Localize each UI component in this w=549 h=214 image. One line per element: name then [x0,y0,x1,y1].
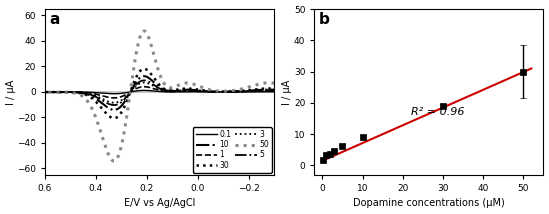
X-axis label: E/V vs Ag/AgCl: E/V vs Ag/AgCl [124,198,195,208]
X-axis label: Dopamine concentrations (μM): Dopamine concentrations (μM) [353,198,505,208]
Legend: 0.1, 10, 1, 30, 3, 50, 5: 0.1, 10, 1, 30, 3, 50, 5 [193,127,272,172]
Y-axis label: I / μA: I / μA [5,79,15,105]
Text: R² = 0.96: R² = 0.96 [411,107,464,117]
Y-axis label: I / μA: I / μA [282,79,293,105]
Text: a: a [49,12,60,27]
Text: b: b [319,12,330,27]
